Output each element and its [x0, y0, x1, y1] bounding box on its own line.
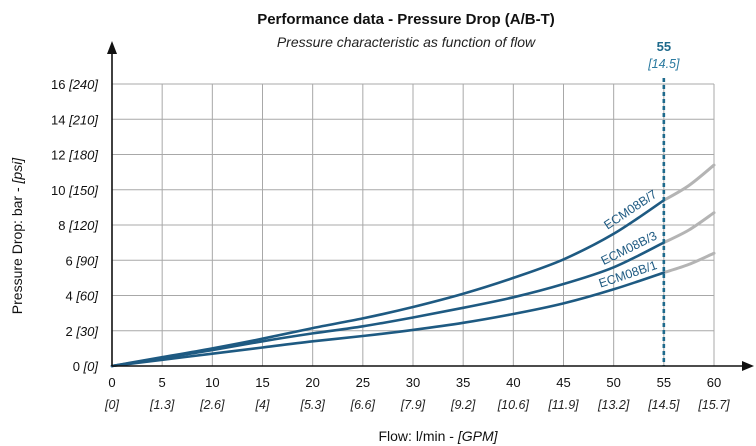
- rated-flow-label: 55: [657, 39, 671, 54]
- y-tick-label: 2 [30]: [65, 324, 98, 339]
- tick-labels: 0 [0] 5 [1.3] 10 [2.6] 15 [4] 20 [5.3] 25 [6.6] 30 [7…: [51, 77, 730, 412]
- x-tick-label: 25: [356, 375, 370, 390]
- x-tick-sublabel: [13.2]: [597, 398, 630, 412]
- x-tick-sublabel: [5.3]: [300, 398, 326, 412]
- y-tick-label: 14 [210]: [51, 112, 98, 127]
- x-tick-label: 20: [305, 375, 319, 390]
- rated-flow-marker: 55 [14.5]: [647, 39, 680, 366]
- x-tick-sublabel: [4]: [255, 398, 270, 412]
- chart-title: Performance data - Pressure Drop (A/B-T): [257, 11, 555, 28]
- x-tick-sublabel: [14.5]: [647, 398, 680, 412]
- series-line: [110, 241, 666, 368]
- x-tick-label: 10: [205, 375, 219, 390]
- y-tick-label: 6 [90]: [65, 253, 98, 268]
- axes: [107, 41, 754, 371]
- x-tick-sublabel: [6.6]: [350, 398, 376, 412]
- x-tick-label: 0: [108, 375, 115, 390]
- x-tick-label: 15: [255, 375, 269, 390]
- x-tick-label: 5: [159, 375, 166, 390]
- x-tick-sublabel: [2.6]: [199, 398, 225, 412]
- x-tick-label: 30: [406, 375, 420, 390]
- x-tick-label: 40: [506, 375, 520, 390]
- y-tick-label: 8 [120]: [58, 218, 98, 233]
- chart-subtitle: Pressure characteristic as function of f…: [277, 34, 536, 50]
- y-tick-label: 0 [0]: [73, 359, 99, 374]
- x-axis-label: Flow: l/min - [GPM]: [378, 428, 498, 444]
- y-axis-label: Pressure Drop: bar - [psi]: [9, 157, 25, 315]
- x-tick-label: 60: [707, 375, 721, 390]
- grid: [112, 83, 715, 366]
- series-extension: [662, 211, 716, 245]
- series-extension: [662, 251, 716, 275]
- x-tick-sublabel: [11.9]: [547, 398, 579, 412]
- series-extension: [662, 163, 716, 202]
- x-axis-label-main: Flow: l/min -: [378, 428, 457, 444]
- x-tick-sublabel: [1.3]: [149, 398, 175, 412]
- y-tick-label: 16 [240]: [51, 77, 98, 92]
- x-tick-label: 35: [456, 375, 470, 390]
- y-axis-label-main: Pressure Drop: bar -: [9, 183, 25, 314]
- x-axis-label-unit: [GPM]: [457, 428, 499, 444]
- x-tick-label: 50: [606, 375, 620, 390]
- series-lines: [110, 199, 666, 368]
- y-tick-label: 4 [60]: [65, 289, 98, 304]
- y-tick-label: 10 [150]: [51, 183, 98, 198]
- x-tick-sublabel: [0]: [104, 398, 119, 412]
- series-line: [110, 271, 666, 368]
- y-axis-arrow: [107, 41, 117, 54]
- x-axis-arrow: [742, 361, 754, 371]
- x-tick-sublabel: [15.7]: [697, 398, 730, 412]
- rated-flow-sublabel: [14.5]: [647, 57, 680, 71]
- x-tick-sublabel: [7.9]: [400, 398, 426, 412]
- x-tick-label: 55: [657, 375, 671, 390]
- x-tick-label: 45: [556, 375, 570, 390]
- y-axis-label-unit: [psi]: [9, 157, 25, 185]
- x-tick-sublabel: [9.2]: [450, 398, 476, 412]
- series-line: [110, 199, 666, 368]
- extension-lines: [662, 163, 716, 275]
- y-tick-label: 12 [180]: [51, 148, 98, 163]
- x-tick-sublabel: [10.6]: [497, 398, 530, 412]
